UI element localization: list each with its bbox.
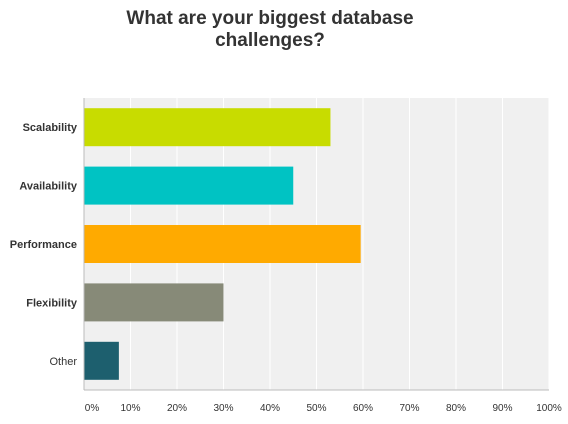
x-tick-label: 10% (120, 403, 140, 414)
chart-title: What are your biggest database challenge… (0, 8, 540, 52)
x-tick-label: 50% (306, 403, 326, 414)
category-label: Availability (19, 181, 78, 193)
category-labels: Scalability Availability Performance Flexib… (10, 122, 78, 368)
bar (84, 166, 294, 205)
bar (84, 283, 224, 322)
x-tick-label: 40% (260, 403, 280, 414)
x-tick-label: 20% (167, 403, 187, 414)
x-tick-label: 60% (353, 403, 373, 414)
category-label: Other (49, 356, 77, 368)
x-tick-label: 100% (536, 403, 562, 414)
bar (84, 225, 361, 263)
category-label: Performance (10, 239, 77, 251)
bar (84, 341, 119, 380)
bars (84, 108, 361, 380)
category-label: Scalability (23, 122, 78, 134)
x-tick-label: 70% (399, 403, 419, 414)
x-tick-label: 90% (492, 403, 512, 414)
x-tick-label: 30% (213, 403, 233, 414)
bar (84, 108, 331, 147)
x-tick-labels: 0% 10% 20% 30% 40% 50% 60% 70% 80% 90% 100% (85, 403, 562, 414)
x-tick-label: 0% (85, 403, 100, 414)
category-label: Flexibility (26, 297, 78, 309)
chart-title-line-1: What are your biggest database (126, 8, 414, 29)
chart-title-line-2: challenges? (215, 30, 325, 51)
x-tick-label: 80% (446, 403, 466, 414)
